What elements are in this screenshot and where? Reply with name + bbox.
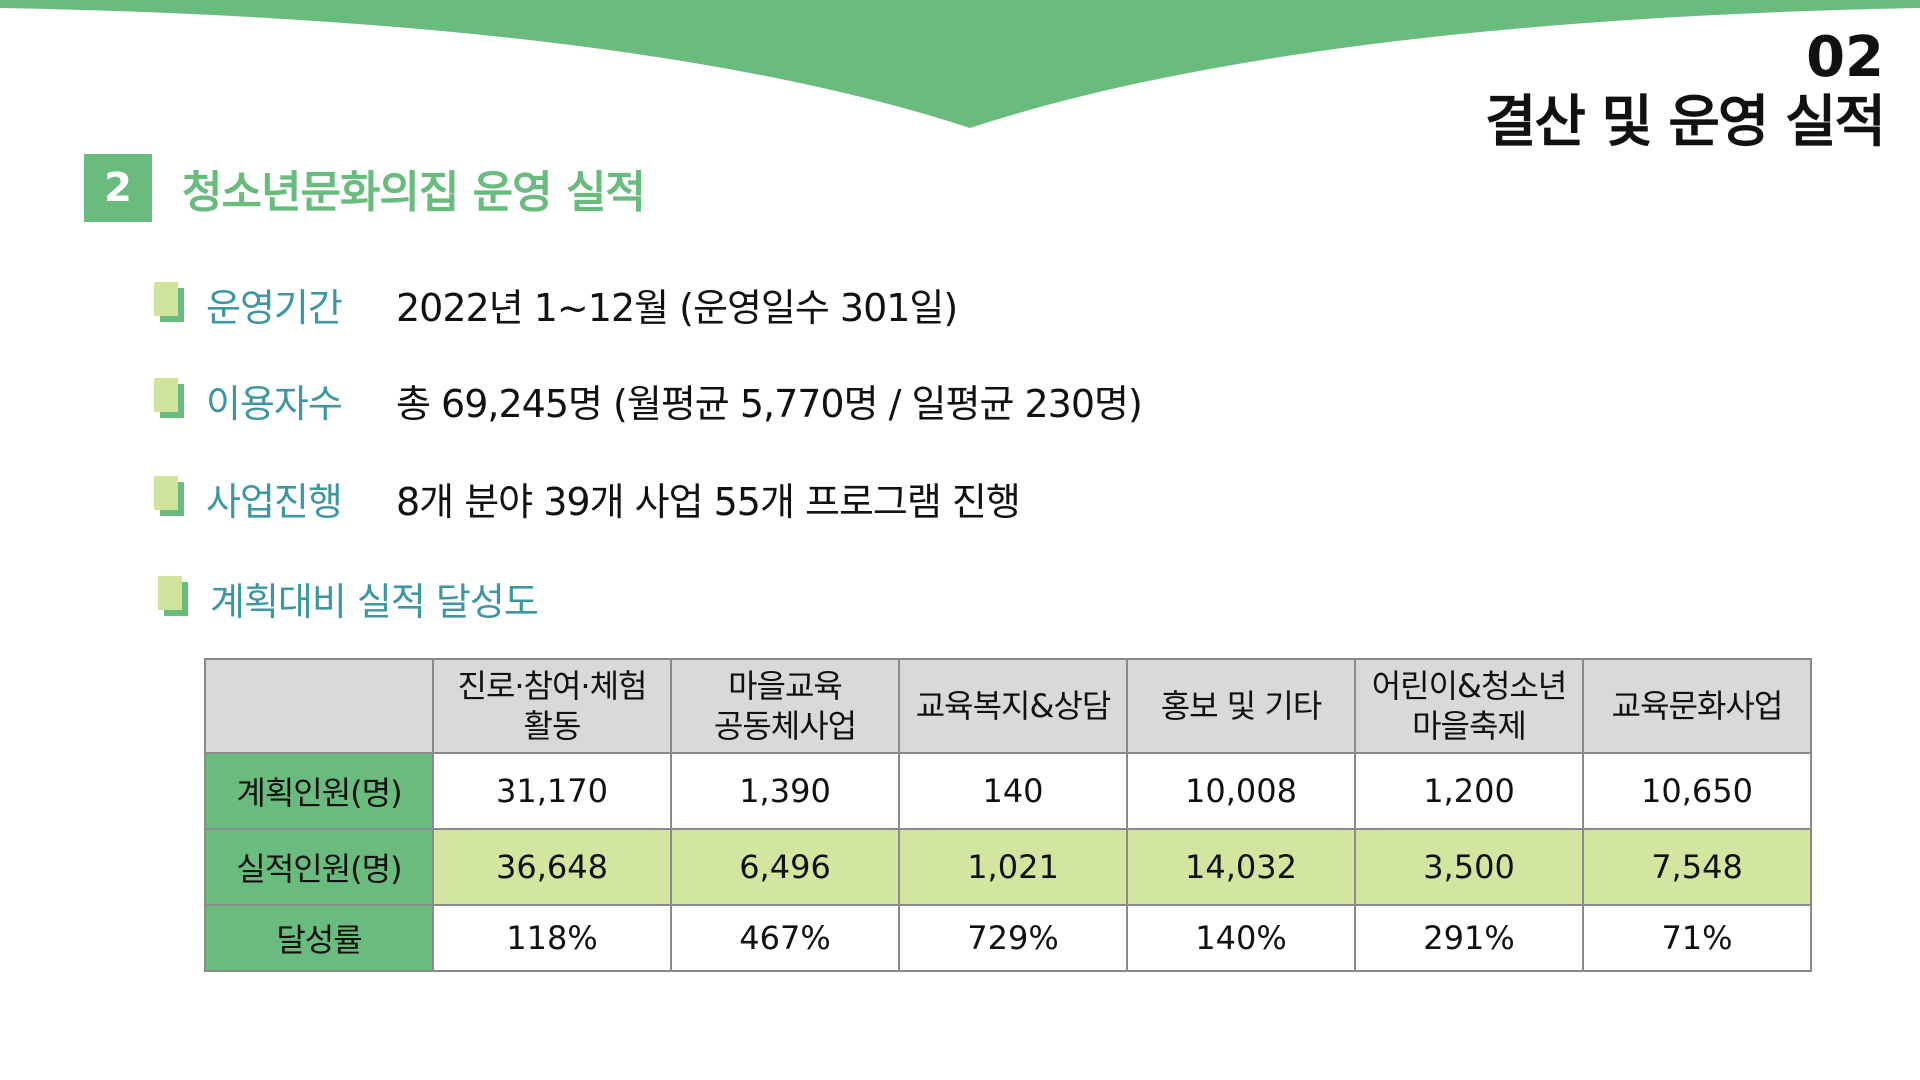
table-header-row: 진로·참여·체험 활동 마을교육 공동체사업 교육복지&상담 홍보 및 기타 어린이… xyxy=(204,658,1812,754)
top-wave-decoration xyxy=(0,0,1920,128)
table-cell: 729% xyxy=(898,904,1128,972)
info-value: 총 69,245명 (월평균 5,770명 / 일평균 230명) xyxy=(396,381,1143,426)
row-header: 달성률 xyxy=(204,904,434,972)
chapter-title: 결산 및 운영 실적 xyxy=(1484,90,1886,155)
column-header: 교육문화사업 xyxy=(1582,658,1812,754)
square-bullet-icon xyxy=(154,378,188,422)
table-cell: 140% xyxy=(1126,904,1356,972)
info-value: 8개 분야 39개 사업 55개 프로그램 진행 xyxy=(396,479,1021,524)
row-header: 계획인원(명) xyxy=(204,752,434,830)
info-row-users: 이용자수 총 69,245명 (월평균 5,770명 / 일평균 230명) xyxy=(154,370,1143,430)
table-cell: 36,648 xyxy=(432,828,672,906)
info-row-period: 운영기간 2022년 1~12월 (운영일수 301일) xyxy=(154,274,958,334)
row-header: 실적인원(명) xyxy=(204,828,434,906)
table-cell: 71% xyxy=(1582,904,1812,972)
square-bullet-icon xyxy=(158,576,192,620)
info-row-projects: 사업진행 8개 분야 39개 사업 55개 프로그램 진행 xyxy=(154,468,1021,528)
table-cell: 118% xyxy=(432,904,672,972)
table-row-planned: 계획인원(명) 31,170 1,390 140 10,008 1,200 10… xyxy=(204,752,1812,830)
table-cell: 6,496 xyxy=(670,828,900,906)
table-cell: 31,170 xyxy=(432,752,672,830)
column-header: 교육복지&상담 xyxy=(898,658,1128,754)
achievement-heading: 계획대비 실적 달성도 xyxy=(210,579,539,624)
table-cell: 1,390 xyxy=(670,752,900,830)
table-cell: 467% xyxy=(670,904,900,972)
column-header: 마을교육 공동체사업 xyxy=(670,658,900,754)
chapter-heading: 02 결산 및 운영 실적 xyxy=(1484,25,1886,156)
section-number-badge: 2 xyxy=(84,154,152,222)
table-row-rate: 달성률 118% 467% 729% 140% 291% 71% xyxy=(204,904,1812,972)
square-bullet-icon xyxy=(154,476,188,520)
table-cell: 140 xyxy=(898,752,1128,830)
info-label: 이용자수 xyxy=(206,381,343,426)
table-cell: 10,650 xyxy=(1582,752,1812,830)
achievement-table: 진로·참여·체험 활동 마을교육 공동체사업 교육복지&상담 홍보 및 기타 어린이… xyxy=(204,658,1812,972)
table-corner-cell xyxy=(204,658,434,754)
info-label: 사업진행 xyxy=(206,479,343,524)
table-cell: 14,032 xyxy=(1126,828,1356,906)
table-cell: 3,500 xyxy=(1354,828,1584,906)
table-cell: 10,008 xyxy=(1126,752,1356,830)
achievement-heading-row: 계획대비 실적 달성도 xyxy=(158,568,539,628)
column-header: 어린이&청소년 마을축제 xyxy=(1354,658,1584,754)
info-value: 2022년 1~12월 (운영일수 301일) xyxy=(396,285,958,330)
info-label: 운영기간 xyxy=(206,285,343,330)
chapter-number: 02 xyxy=(1806,25,1884,90)
table-cell: 1,200 xyxy=(1354,752,1584,830)
table-cell: 291% xyxy=(1354,904,1584,972)
table-cell: 7,548 xyxy=(1582,828,1812,906)
square-bullet-icon xyxy=(154,282,188,326)
column-header: 진로·참여·체험 활동 xyxy=(432,658,672,754)
section-title: 청소년문화의집 운영 실적 xyxy=(182,167,646,218)
table-row-actual: 실적인원(명) 36,648 6,496 1,021 14,032 3,500 … xyxy=(204,828,1812,906)
table-cell: 1,021 xyxy=(898,828,1128,906)
column-header: 홍보 및 기타 xyxy=(1126,658,1356,754)
section-header: 2 청소년문화의집 운영 실적 xyxy=(84,154,646,222)
